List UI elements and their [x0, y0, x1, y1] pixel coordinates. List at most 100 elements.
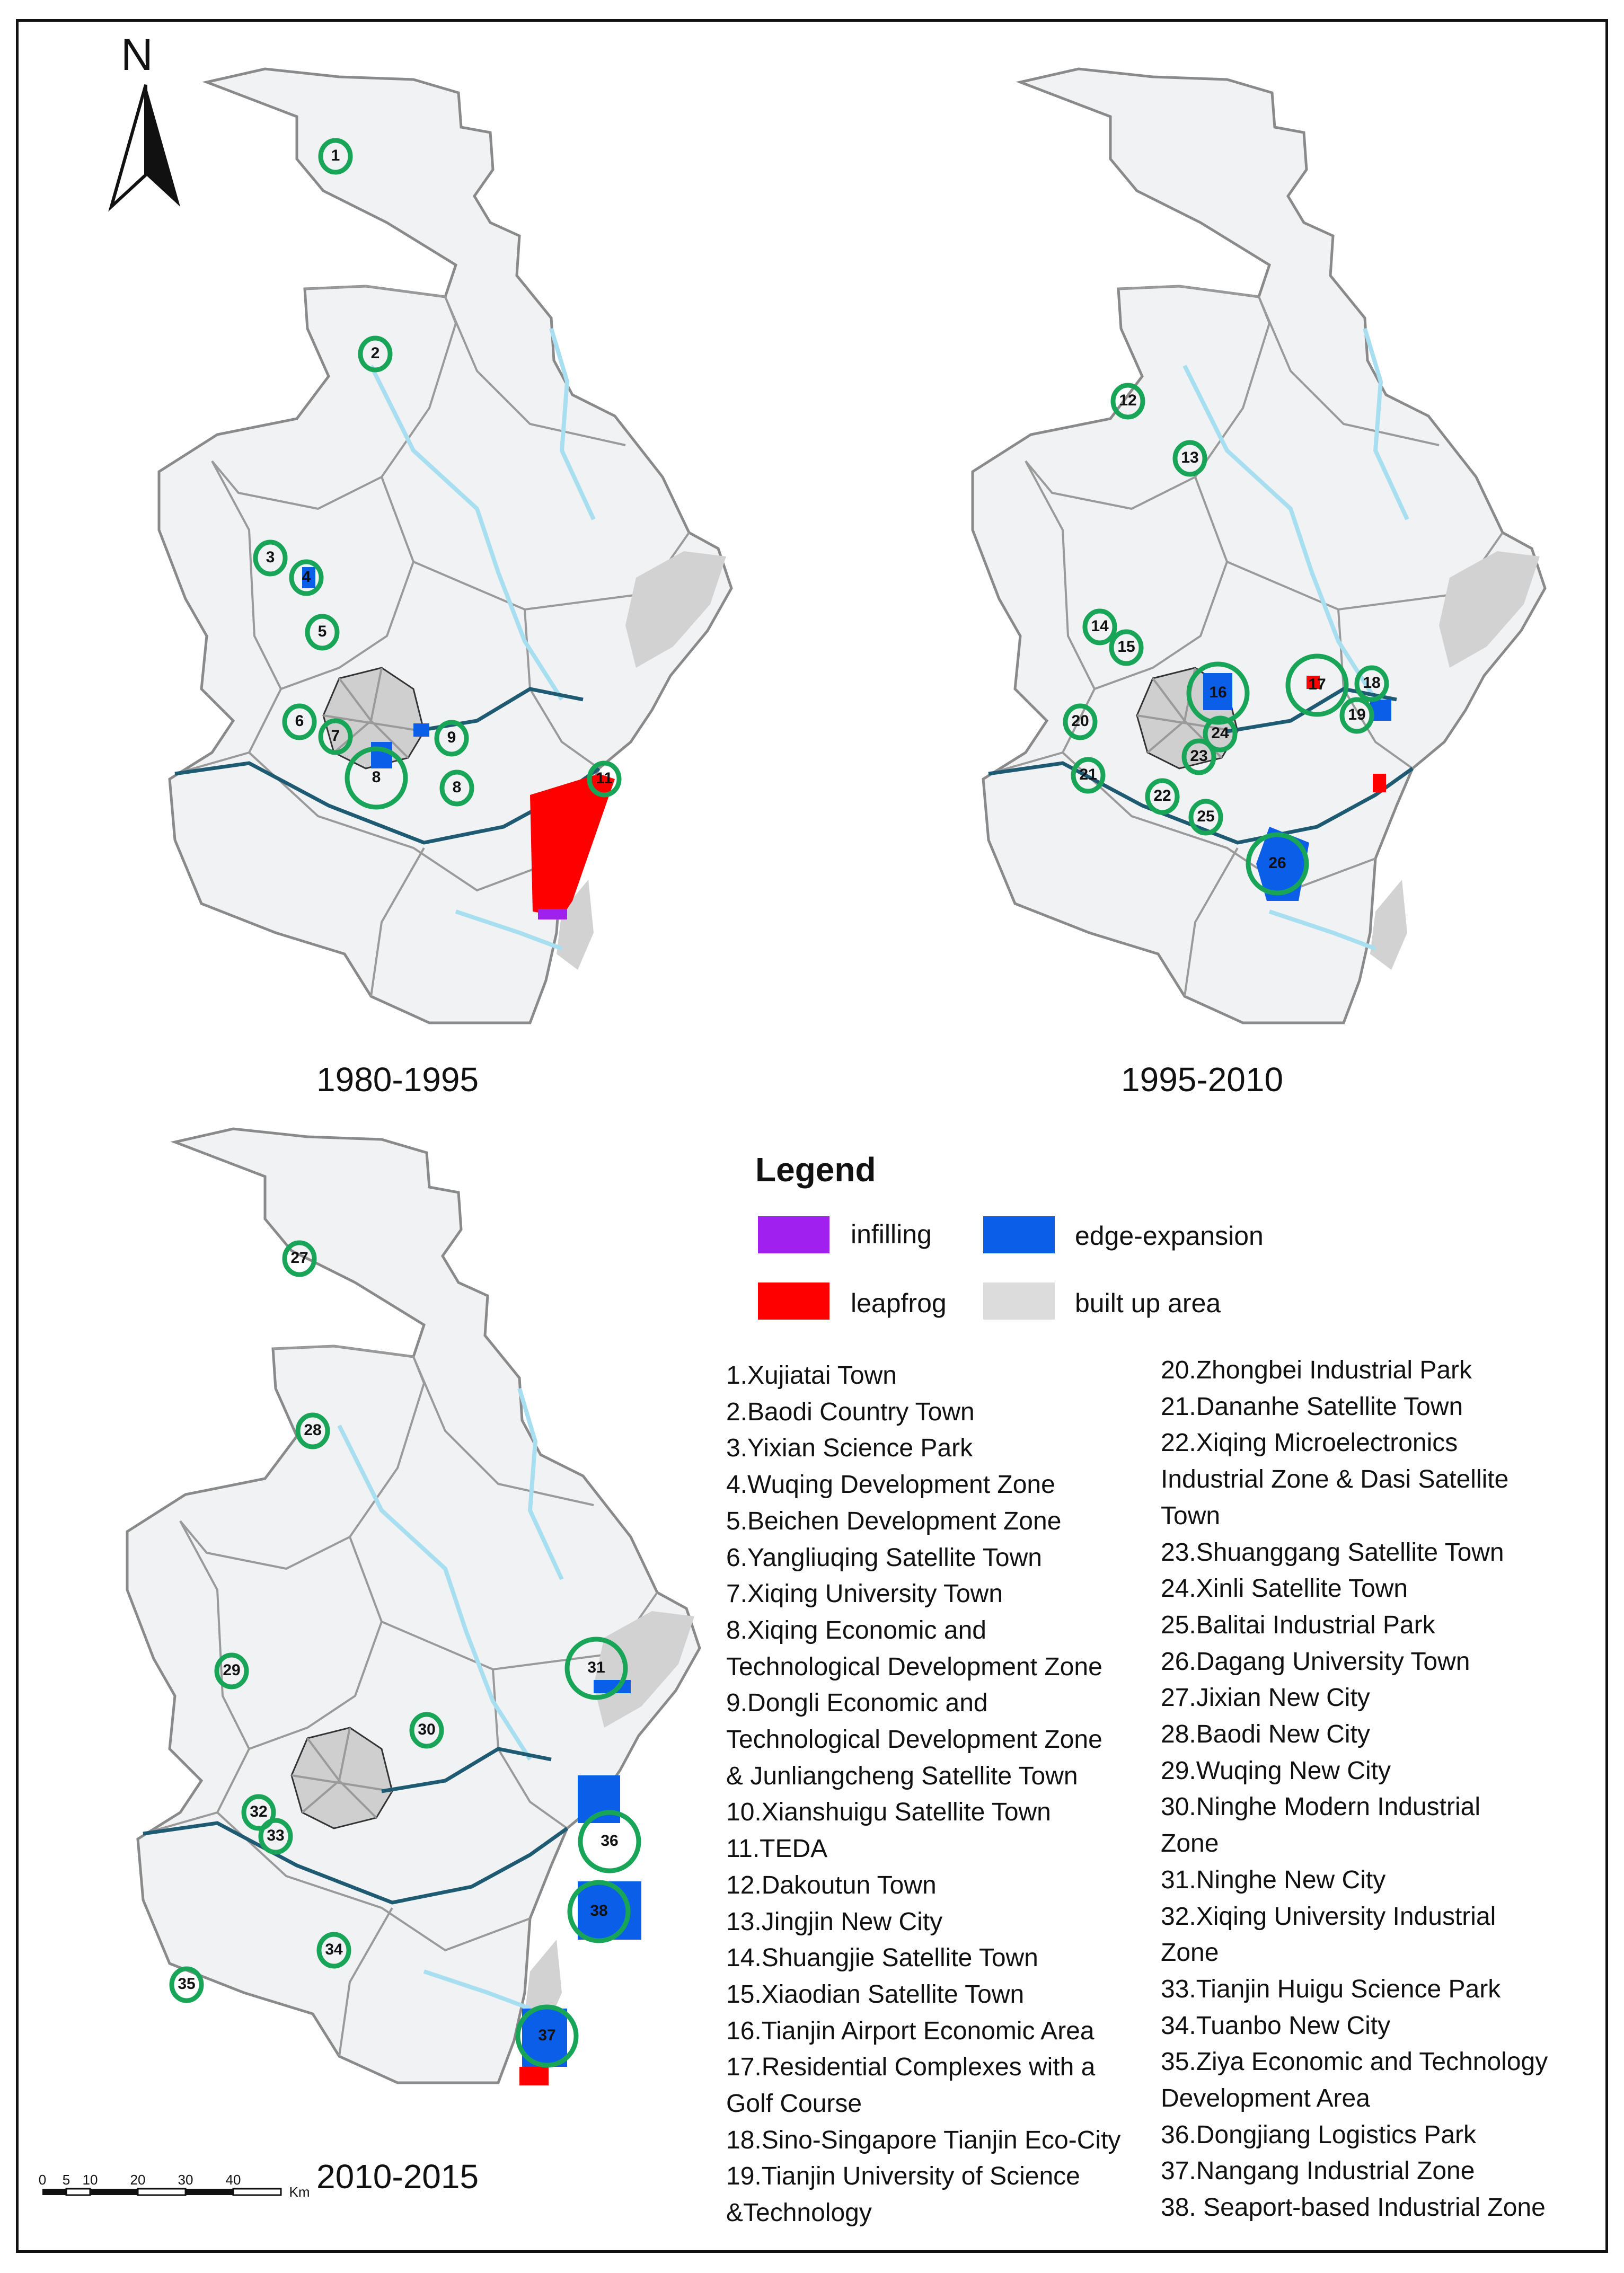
site-marker-21	[1071, 757, 1106, 794]
edge-expansion-patch	[578, 1881, 641, 1940]
urban-growth-patches	[1203, 673, 1391, 901]
figure-frame	[16, 19, 1608, 2253]
north-arrow-icon	[108, 84, 180, 212]
site-marker-23	[1181, 738, 1216, 775]
site-marker-25	[1188, 799, 1223, 836]
site-marker-label: 36	[601, 1832, 618, 1850]
site-marker-15	[1109, 629, 1144, 666]
legend-swatch-infilling	[758, 1216, 829, 1253]
site-marker-label: 17	[1308, 676, 1326, 693]
site-marker-label: 11	[596, 770, 613, 787]
site-list-item: Zone	[1161, 1829, 1219, 1858]
leapfrog-patch	[519, 2067, 549, 2085]
site-list-item: 3.Yixian Science Park	[726, 1434, 973, 1463]
site-marker-36	[578, 1810, 641, 1873]
site-marker-19	[1339, 697, 1374, 734]
site-marker-label: 33	[267, 1827, 284, 1844]
site-list-item: 8.Xiqing Economic and	[726, 1616, 986, 1644]
site-marker-label: 34	[325, 1941, 343, 1958]
site-list-item: 5.Beichen Development Zone	[726, 1507, 1062, 1535]
site-marker-14	[1082, 608, 1117, 645]
edge-expansion-patch	[413, 723, 429, 737]
site-list-item: Industrial Zone & Dasi Satellite	[1161, 1465, 1509, 1494]
site-list-item: 24.Xinli Satellite Town	[1161, 1575, 1408, 1603]
site-marker-31	[564, 1637, 628, 1700]
site-marker-label: 3	[266, 549, 275, 566]
site-marker-label: 31	[587, 1659, 605, 1676]
scale-tick-label: 5	[63, 2172, 70, 2188]
site-marker-label: 1	[331, 147, 340, 164]
site-marker-label: 32	[250, 1803, 267, 1820]
site-list-item: 13.Jingjin New City	[726, 1907, 943, 1936]
site-list-column-2: 20.Zhongbei Industrial Park 21.Dananhe Sa…	[1161, 1352, 1548, 2226]
site-marker-label: 6	[295, 712, 304, 730]
site-marker-label: 24	[1211, 724, 1229, 742]
site-list-item: 31.Ninghe New City	[1161, 1865, 1386, 1894]
site-list-item: &Technology	[726, 2199, 872, 2227]
legend-swatch-built-up-area	[983, 1283, 1055, 1320]
map-panel-1980-1995: 1 2 3 4 5 6 7 8 9 8 11	[0, 0, 795, 1060]
site-list-item: 36.Dongjiang Logistics Park	[1161, 2120, 1477, 2149]
site-marker-7	[318, 718, 353, 755]
legend-title: Legend	[755, 1151, 876, 1189]
site-marker-22	[1145, 778, 1180, 815]
site-list-item: 15.Xiaodian Satellite Town	[726, 1980, 1025, 2009]
site-list-item: 19.Tianjin University of Science	[726, 2162, 1080, 2191]
site-marker-label: 8	[453, 779, 462, 796]
site-marker-17	[1285, 653, 1349, 717]
site-list-item: 12.Dakoutun Town	[726, 1871, 937, 1899]
site-marker-label: 13	[1181, 449, 1198, 466]
site-list-item: 2.Baodi Country Town	[726, 1398, 975, 1426]
legend-label-leapfrog: leapfrog	[851, 1288, 947, 1318]
site-marker-label: 19	[1348, 706, 1365, 723]
site-list-item: 29.Wuqing New City	[1161, 1756, 1391, 1785]
site-list-item: 28.Baodi New City	[1161, 1720, 1370, 1749]
legend-label-infilling: infilling	[851, 1219, 932, 1249]
site-marker-label: 30	[418, 1721, 435, 1738]
site-list-item: 7.Xiqing University Town	[726, 1580, 1003, 1608]
site-marker-label: 28	[304, 1421, 321, 1439]
site-marker-label: 35	[178, 1975, 195, 1993]
site-marker-37	[515, 2004, 579, 2068]
site-marker-8	[439, 770, 474, 807]
site-marker-38	[567, 1880, 631, 1943]
site-marker-8	[345, 746, 408, 810]
site-marker-12	[1110, 383, 1145, 420]
site-marker-label: 22	[1153, 787, 1171, 804]
legend-swatch-edge-expansion	[983, 1216, 1055, 1253]
urban-growth-patches	[302, 567, 615, 919]
site-marker-6	[282, 703, 317, 740]
site-marker-3	[253, 539, 288, 577]
site-list-item: 30.Ninghe Modern Industrial	[1161, 1793, 1481, 1821]
site-marker-label: 26	[1268, 854, 1286, 872]
site-marker-26	[1246, 832, 1309, 896]
legend-label-built-up-area: built up area	[1075, 1288, 1221, 1318]
site-marker-24	[1203, 715, 1238, 753]
site-list-item: 16.Tianjin Airport Economic Area	[726, 2016, 1095, 2045]
site-list-item: 33.Tianjin Huigu Science Park	[1161, 1975, 1501, 2003]
site-list-item: 23.Shuanggang Satellite Town	[1161, 1538, 1504, 1567]
edge-expansion-patch	[1256, 827, 1309, 901]
site-marker-label: 20	[1071, 712, 1089, 730]
site-marker-33	[258, 1818, 293, 1855]
leapfrog-patch-teda	[530, 774, 615, 917]
scale-tick-label: 30	[178, 2172, 193, 2188]
site-marker-label: 16	[1209, 684, 1226, 701]
site-marker-label: 23	[1190, 747, 1207, 765]
site-list-item: 25.Balitai Industrial Park	[1161, 1611, 1435, 1639]
site-list-item: 27.Jixian New City	[1161, 1684, 1370, 1712]
site-list-item: 18.Sino-Singapore Tianjin Eco-City	[726, 2126, 1121, 2154]
site-marker-label: 9	[447, 729, 456, 746]
scale-unit-label: Km	[289, 2184, 310, 2200]
site-marker-label: 8	[372, 768, 381, 786]
site-list-item: 9.Dongli Economic and	[726, 1689, 988, 1718]
scale-tick-label: 10	[83, 2172, 98, 2188]
period-label-1980-1995: 1980-1995	[316, 1060, 479, 1099]
site-marker-label: 38	[590, 1902, 607, 1920]
site-marker-32	[241, 1794, 276, 1831]
site-marker-label: 27	[290, 1249, 308, 1267]
site-list-item: 6.Yangliuqing Satellite Town	[726, 1543, 1042, 1572]
site-list-item: 10.Xianshuigu Satellite Town	[726, 1798, 1051, 1827]
